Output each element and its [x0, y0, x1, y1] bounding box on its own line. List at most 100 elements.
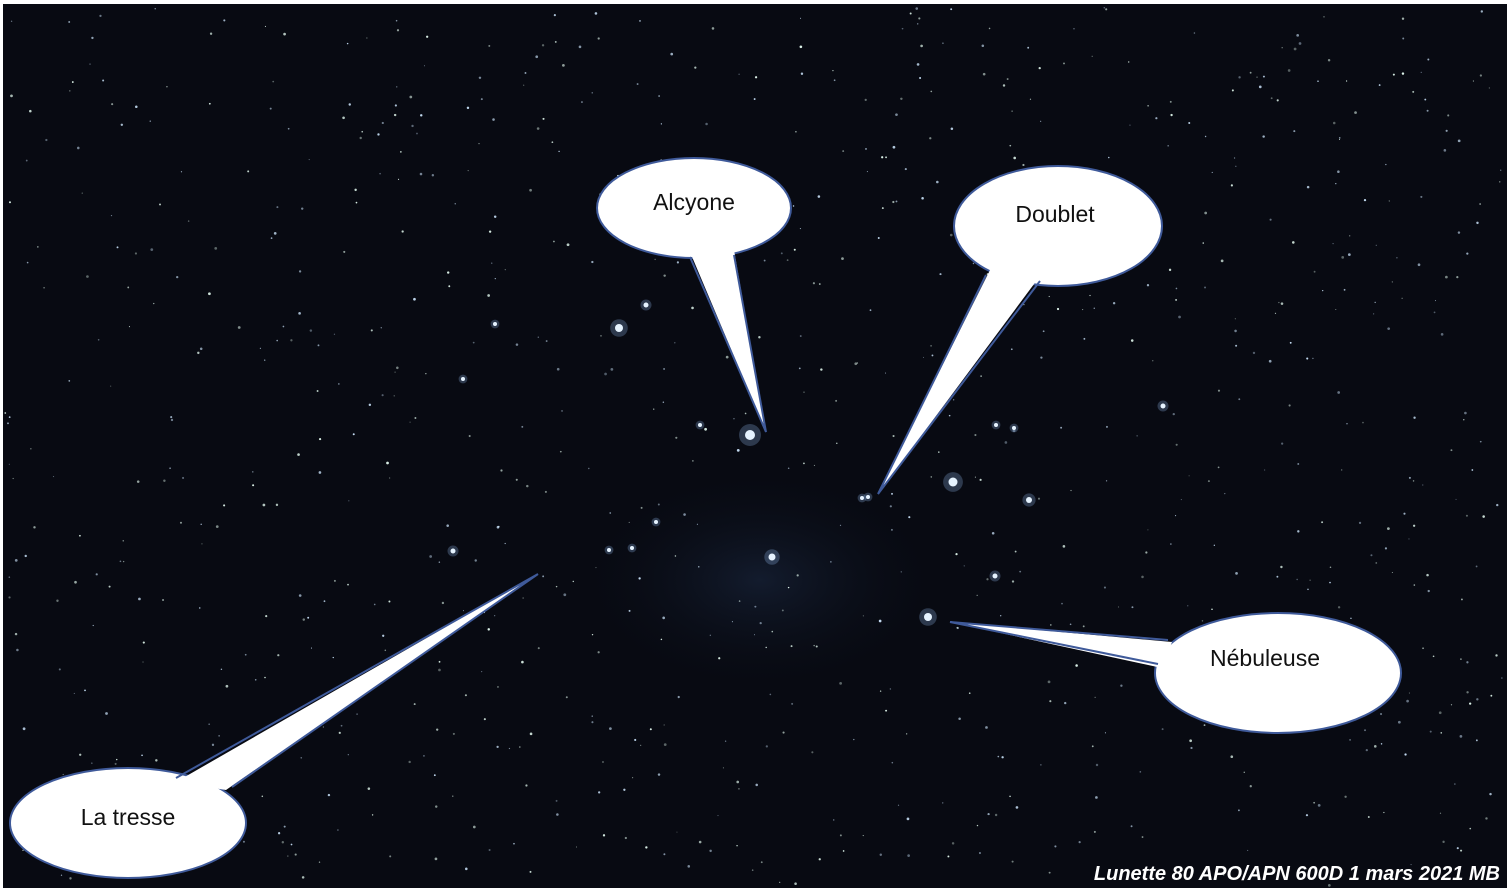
star	[1499, 181, 1500, 182]
star	[993, 574, 998, 579]
star	[1430, 731, 1432, 733]
star	[1005, 441, 1008, 444]
star	[901, 571, 902, 572]
star	[664, 743, 667, 746]
star	[1392, 281, 1393, 282]
star	[1464, 412, 1467, 415]
star	[781, 252, 783, 254]
star	[513, 843, 515, 845]
star	[816, 645, 818, 647]
star	[1379, 84, 1381, 86]
star	[675, 437, 677, 439]
star	[663, 402, 664, 403]
star	[1013, 157, 1016, 160]
star	[270, 108, 272, 110]
star	[1244, 772, 1245, 773]
star	[481, 98, 483, 100]
star	[592, 715, 593, 716]
star	[328, 794, 330, 796]
star	[238, 326, 241, 329]
star	[1120, 685, 1122, 687]
star	[592, 92, 593, 93]
star	[1204, 724, 1206, 726]
star	[1323, 16, 1325, 18]
star	[779, 882, 780, 883]
star	[558, 151, 559, 152]
star	[653, 409, 654, 410]
star	[1489, 793, 1491, 795]
star	[800, 228, 801, 229]
star	[1450, 449, 1452, 451]
star	[1022, 164, 1024, 166]
star	[1370, 554, 1372, 556]
star	[1281, 302, 1284, 305]
star	[723, 767, 724, 768]
star	[1063, 545, 1066, 548]
star	[878, 237, 880, 239]
star	[1038, 498, 1040, 500]
star	[394, 372, 395, 373]
star	[1426, 574, 1429, 577]
star	[394, 395, 395, 396]
star	[525, 784, 527, 786]
star	[930, 345, 931, 346]
star	[291, 844, 293, 846]
star	[882, 207, 884, 209]
star	[803, 463, 805, 465]
star	[906, 733, 907, 734]
star	[977, 595, 978, 596]
star	[208, 292, 211, 295]
star	[169, 467, 171, 469]
star	[592, 634, 593, 635]
star	[105, 712, 108, 715]
star	[150, 248, 153, 251]
star	[766, 745, 768, 747]
star	[86, 275, 89, 278]
star	[863, 615, 864, 616]
star	[1476, 739, 1478, 741]
star	[265, 26, 266, 27]
star	[556, 586, 557, 587]
star	[461, 377, 465, 381]
star	[917, 23, 918, 24]
star	[801, 73, 803, 75]
star	[1441, 333, 1444, 336]
star	[1350, 618, 1351, 619]
star	[794, 882, 797, 885]
star	[68, 380, 70, 382]
star	[15, 633, 17, 635]
star	[800, 18, 801, 19]
star	[603, 834, 605, 836]
star	[752, 869, 754, 871]
star	[1001, 756, 1003, 758]
star	[301, 207, 303, 209]
star	[155, 8, 156, 9]
star	[420, 173, 423, 176]
star	[465, 868, 468, 871]
star	[1181, 499, 1182, 500]
star	[535, 55, 538, 58]
star	[699, 841, 702, 844]
star	[1427, 110, 1429, 112]
star	[1247, 850, 1248, 851]
star	[895, 113, 898, 116]
star	[811, 751, 813, 753]
star	[640, 745, 641, 746]
star	[159, 204, 161, 206]
star	[1469, 702, 1471, 704]
star	[930, 476, 932, 478]
star	[1435, 300, 1436, 301]
star	[623, 789, 625, 791]
star	[181, 171, 182, 172]
star	[208, 723, 210, 725]
star	[389, 477, 390, 478]
star	[924, 613, 932, 621]
star	[396, 86, 397, 87]
star	[974, 434, 976, 436]
star	[663, 853, 665, 855]
star	[1083, 338, 1085, 340]
star	[288, 128, 290, 130]
star	[395, 104, 397, 106]
star	[1170, 101, 1172, 103]
nebula-glow	[580, 470, 940, 690]
